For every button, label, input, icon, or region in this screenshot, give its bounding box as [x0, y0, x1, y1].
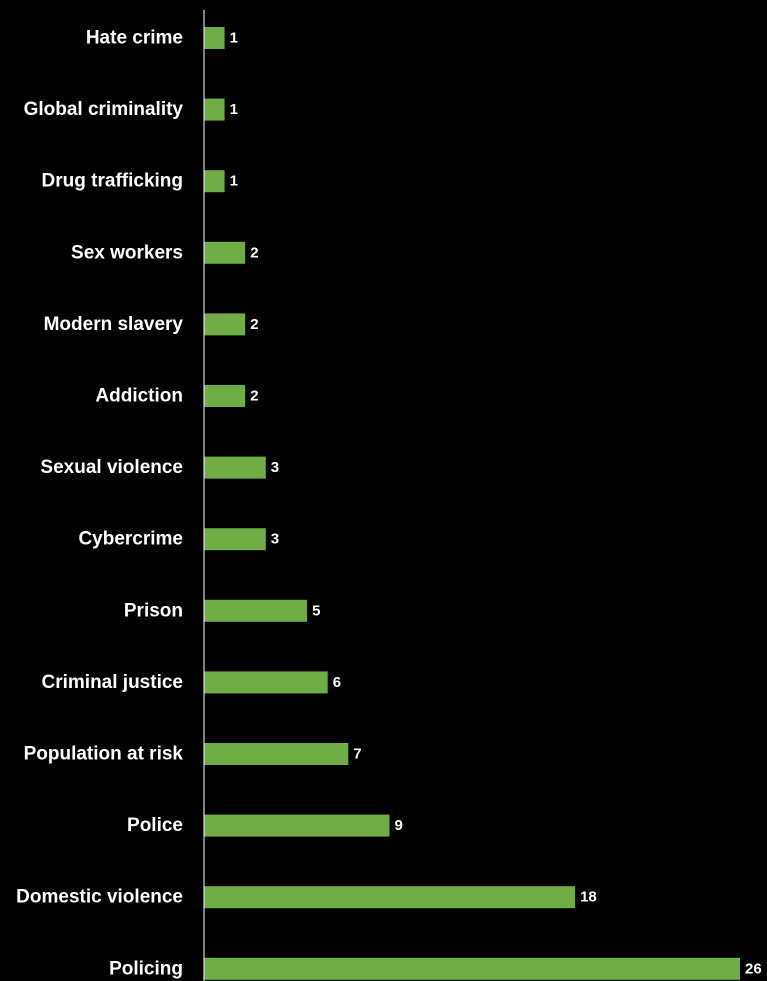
category-label-police: Police — [127, 815, 183, 836]
bar-cybercrime — [204, 528, 266, 551]
category-label-prison: Prison — [124, 600, 183, 621]
bar-prison — [204, 599, 308, 622]
value-label-prison: 5 — [312, 602, 320, 619]
bar-sexual-violence — [204, 456, 266, 479]
category-label-domestic-violence: Domestic violence — [16, 887, 183, 908]
category-label-sexual-violence: Sexual violence — [40, 457, 183, 478]
value-label-police: 9 — [395, 817, 403, 834]
bar-addiction — [204, 385, 246, 407]
category-label-drug-trafficking: Drug trafficking — [42, 171, 183, 192]
category-labels-group: Hate crime Global criminality Drug traffic… — [16, 28, 183, 980]
bar-sex-workers — [204, 241, 246, 264]
category-label-global-criminality: Global criminality — [24, 99, 184, 120]
value-label-sex-workers: 2 — [250, 244, 258, 261]
value-label-hate-crime: 1 — [230, 30, 238, 47]
value-label-criminal-justice: 6 — [333, 674, 341, 691]
value-label-modern-slavery: 2 — [250, 316, 258, 333]
category-label-addiction: Addiction — [95, 386, 183, 407]
value-label-addiction: 2 — [250, 388, 258, 405]
bar-police — [204, 814, 390, 837]
bar-modern-slavery — [204, 313, 246, 336]
category-label-cybercrime: Cybercrime — [78, 529, 183, 550]
value-label-population-at-risk: 7 — [353, 746, 361, 763]
value-label-sexual-violence: 3 — [271, 459, 279, 476]
category-label-hate-crime: Hate crime — [86, 28, 183, 49]
value-label-policing: 26 — [745, 960, 762, 977]
bars-group — [204, 27, 740, 980]
bar-global-criminality — [204, 98, 225, 121]
bar-hate-crime — [204, 27, 225, 49]
bar-drug-trafficking — [204, 170, 225, 193]
value-label-cybercrime: 3 — [271, 531, 279, 548]
value-label-domestic-violence: 18 — [580, 889, 597, 906]
category-label-criminal-justice: Criminal justice — [42, 672, 184, 693]
value-label-drug-trafficking: 1 — [230, 173, 238, 190]
bar-policing — [204, 957, 740, 980]
category-label-policing: Policing — [109, 958, 183, 979]
bar-population-at-risk — [204, 743, 349, 765]
category-label-sex-workers: Sex workers — [71, 242, 183, 263]
category-label-modern-slavery: Modern slavery — [44, 314, 184, 335]
value-label-global-criminality: 1 — [230, 101, 238, 118]
bar-domestic-violence — [204, 886, 576, 909]
category-label-population-at-risk: Population at risk — [24, 744, 184, 765]
bar-criminal-justice — [204, 671, 328, 694]
value-labels-group: 1 1 1 2 2 2 3 3 5 6 7 9 18 26 — [230, 30, 762, 978]
